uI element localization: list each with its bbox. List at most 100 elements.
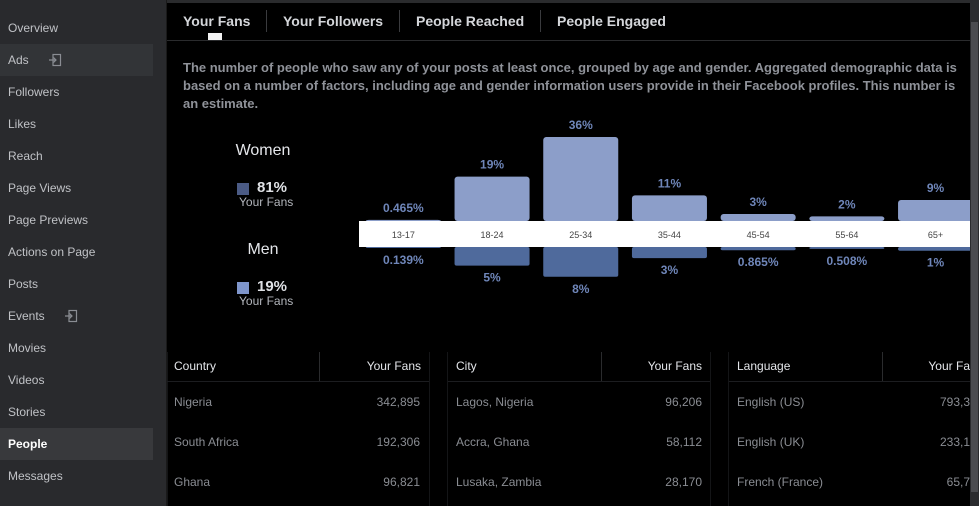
sidebar-item-label: Movies — [8, 341, 47, 355]
table-cell-city: Lagos, Nigeria — [456, 395, 534, 409]
country-fans-header: Your Fans — [366, 359, 421, 373]
sidebar-item-messages[interactable]: Messages — [0, 460, 153, 492]
women-bar — [454, 176, 530, 221]
sidebar-item-page-previews[interactable]: Page Previews — [0, 204, 153, 236]
tab-people-engaged[interactable]: People Engaged — [557, 13, 666, 29]
table-divider — [167, 352, 168, 506]
header-divider — [601, 352, 602, 381]
age-tick-label: 45-54 — [747, 230, 770, 240]
table-divider — [429, 352, 430, 506]
women-data-label: 3% — [749, 195, 767, 209]
table-divider — [710, 352, 711, 506]
sidebar: Overview Ads Followers Likes Reach Page … — [0, 0, 167, 506]
women-bar — [365, 219, 441, 221]
table-cell-city: Lusaka, Zambia — [456, 475, 542, 489]
sidebar-item-posts[interactable]: Posts — [0, 268, 153, 300]
table-cell-country: South Africa — [174, 435, 239, 449]
sidebar-item-label: Ads — [8, 53, 29, 67]
sidebar-item-people[interactable]: People — [0, 428, 153, 460]
table-cell-fans: 96,821 — [383, 475, 420, 489]
men-bar — [543, 247, 619, 277]
sidebar-item-label: Followers — [8, 85, 60, 99]
women-bar — [543, 137, 619, 221]
age-tick-label: 13-17 — [392, 230, 415, 240]
men-data-label: 8% — [572, 282, 590, 296]
women-data-label: 9% — [927, 181, 945, 195]
table-cell-fans: 58,112 — [666, 435, 702, 449]
sidebar-item-videos[interactable]: Videos — [0, 364, 153, 396]
country-header: Country — [174, 359, 217, 373]
sidebar-item-likes[interactable]: Likes — [0, 108, 153, 140]
sidebar-item-label: Likes — [8, 117, 37, 131]
table-cell-fans: 233,1 — [939, 435, 970, 449]
men-bar — [898, 247, 970, 251]
vertical-scrollbar[interactable] — [970, 0, 979, 506]
tab-divider — [540, 10, 541, 32]
age-tick-label: 35-44 — [658, 230, 681, 240]
header-divider — [319, 352, 320, 381]
table-divider — [728, 352, 729, 506]
men-data-label: 1% — [927, 256, 945, 270]
sidebar-item-actions-on-page[interactable]: Actions on Page — [0, 236, 153, 268]
women-legend-swatch — [237, 183, 249, 195]
women-subtext: Your Fans — [239, 195, 294, 209]
sidebar-item-movies[interactable]: Movies — [0, 332, 153, 364]
city-fans-header: Your Fans — [647, 359, 702, 373]
table-cell-country: Ghana — [174, 475, 211, 489]
table-cell-country: Nigeria — [174, 395, 213, 409]
table-cell-fans: 342,895 — [376, 395, 420, 409]
sidebar-item-label: Page Previews — [8, 213, 89, 227]
sidebar-item-overview[interactable]: Overview — [0, 12, 153, 44]
sidebar-item-label: Actions on Page — [8, 245, 96, 259]
sidebar-item-reach[interactable]: Reach — [0, 140, 153, 172]
sidebar-item-followers[interactable]: Followers — [0, 76, 153, 108]
men-label: Men — [247, 241, 279, 258]
age-tick-label: 18-24 — [481, 230, 504, 240]
men-legend-swatch — [237, 282, 249, 294]
sidebar-item-label: Stories — [8, 405, 46, 419]
men-bar — [720, 247, 796, 251]
age-tick-label: 25-34 — [569, 230, 592, 240]
women-bar — [720, 214, 796, 221]
chart-description: The number of people who saw any of your… — [183, 60, 957, 111]
sidebar-item-label: Overview — [8, 21, 59, 35]
men-data-label: 3% — [661, 263, 679, 277]
age-gender-chart: 0.465% 0.139% 13-17 19% 5% 18-24 36% 8% 25-34 11%… — [365, 118, 970, 296]
sidebar-item-stories[interactable]: Stories — [0, 396, 153, 428]
language-header: Language — [737, 359, 791, 373]
men-bar — [809, 247, 885, 249]
table-cell-language: French (France) — [737, 475, 824, 489]
tab-people-reached[interactable]: People Reached — [416, 13, 525, 29]
women-percentage: 81% — [257, 179, 288, 196]
men-data-label: 0.865% — [738, 255, 779, 269]
top-border — [167, 0, 970, 3]
age-tick-label: 65+ — [928, 230, 943, 240]
sidebar-item-label: Events — [8, 309, 45, 323]
tab-bar-border — [167, 40, 970, 41]
sidebar-item-label: People — [8, 437, 48, 451]
men-data-label: 0.139% — [383, 253, 424, 267]
men-bar — [365, 247, 441, 248]
sidebar-item-events[interactable]: Events — [0, 300, 153, 332]
header-underline — [729, 381, 970, 382]
table-cell-language: English (US) — [737, 395, 805, 409]
sidebar-item-label: Page Views — [8, 181, 72, 195]
table-divider — [447, 352, 448, 506]
table-cell-fans: 96,206 — [665, 395, 702, 409]
sidebar-item-ads[interactable]: Ads — [0, 44, 153, 76]
table-cell-fans: 28,170 — [665, 475, 702, 489]
table-cell-fans: 192,306 — [376, 435, 420, 449]
men-bar — [454, 247, 530, 266]
women-bar — [809, 216, 885, 221]
tab-your-followers[interactable]: Your Followers — [283, 13, 384, 29]
men-bar — [631, 247, 707, 259]
sidebar-item-page-views[interactable]: Page Views — [0, 172, 153, 204]
tab-your-fans[interactable]: Your Fans — [183, 13, 251, 29]
sidebar-item-label: Messages — [8, 469, 63, 483]
login-icon — [49, 53, 62, 67]
sidebar-item-label: Videos — [8, 373, 45, 387]
scrollbar-thumb[interactable] — [971, 22, 978, 492]
table-cell-fans: 793,3 — [939, 395, 970, 409]
sidebar-item-label: Reach — [8, 149, 43, 163]
men-data-label: 5% — [483, 271, 501, 285]
